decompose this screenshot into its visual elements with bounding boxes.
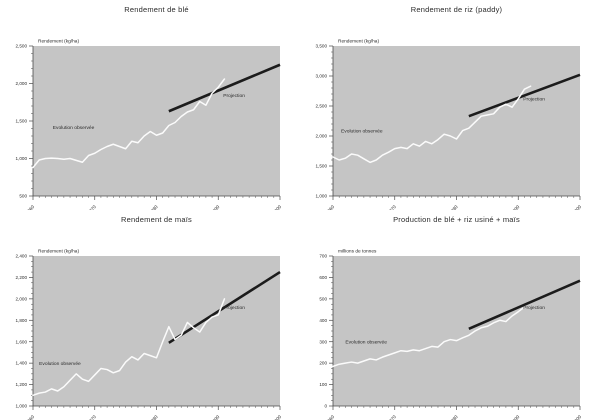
chart-cell-total-production: Production de blé + riz usiné + maïs 0 10…	[300, 210, 600, 420]
y-axis-title: millions de tonnes	[338, 249, 377, 255]
x-axis-tick-label: 1980	[148, 204, 159, 210]
y-axis-tick-label: 2,000	[16, 81, 28, 86]
y-axis-tick-label: 500	[319, 296, 327, 301]
y-axis-tick-label: 1,500	[316, 164, 328, 169]
y-axis-tick-label: 500	[19, 194, 27, 199]
x-axis-tick-label: 1960	[325, 204, 336, 210]
y-axis-tick-label: 1,800	[16, 318, 28, 323]
x-axis-tick-label: 1970	[86, 414, 97, 420]
series-annotation-label: Evolution observée	[341, 128, 383, 134]
y-axis-tick-label: 1,000	[316, 194, 328, 199]
y-axis-tick-label: 2,400	[16, 254, 28, 259]
projection-line	[168, 63, 281, 113]
y-axis-tick-label: 400	[319, 318, 327, 323]
x-axis-tick-label: 2000	[572, 414, 583, 420]
observed-line	[332, 85, 532, 164]
plot-area-background	[333, 256, 580, 406]
observed-line	[332, 306, 526, 368]
series-annotation-label: Projection	[523, 305, 545, 311]
x-axis-tick-label: 1980	[448, 414, 459, 420]
y-axis-tick-label: 3,500	[316, 44, 328, 49]
chart-cell-rice-yield: Rendement de riz (paddy) 1,000 1,500 2,000…	[300, 0, 600, 210]
y-axis-tick-label: 2,500	[316, 104, 328, 109]
y-axis-tick-label: 1,500	[16, 119, 28, 124]
chart-title-wheat-yield: Rendement de blé	[124, 5, 189, 14]
chart-title-rice-yield: Rendement de riz (paddy)	[410, 5, 503, 14]
series-annotation-label: Projection	[223, 305, 245, 311]
y-axis-tick-label: 1,600	[16, 339, 28, 344]
x-axis-tick-label: 1960	[25, 204, 36, 210]
chart-cell-wheat-yield: Rendement de blé 500 1,000 1,500 2,000 2,500…	[0, 0, 300, 210]
projection-line	[168, 270, 281, 344]
y-axis-tick-label: 200	[319, 361, 327, 366]
plot-area-background	[333, 46, 580, 196]
y-axis-title: Rendement (kg/ha)	[38, 249, 79, 255]
y-axis-tick-label: 1,200	[16, 382, 28, 387]
y-axis-title: Rendement (kg/ha)	[338, 39, 379, 45]
series-annotation-label: Evolution observée	[39, 361, 81, 367]
series-annotation-label: Projection	[223, 93, 245, 99]
x-axis-tick-label: 1990	[510, 414, 521, 420]
y-axis-tick-label: 700	[319, 254, 327, 259]
chart-title-maize-yield: Rendement de maïs	[121, 215, 192, 224]
chart-plot-maize-yield: 1,000 1,200 1,400 1,600 1,800 2,000 2,200 2,400…	[16, 249, 283, 420]
x-axis-tick-label: 1970	[386, 414, 397, 420]
chart-plot-rice-yield: 1,000 1,500 2,000 2,500 3,000 3,500 1960 1970 19…	[316, 39, 583, 211]
y-axis-tick-label: 1,000	[16, 404, 28, 409]
y-axis-tick-label: 2,500	[16, 44, 28, 49]
series-annotation-label: Evolution observée	[345, 339, 387, 345]
x-axis-tick-label: 2000	[272, 414, 283, 420]
chart-plot-total-production: 0 100 200 300 400 500 600 700 1960 1970 1980 1990 20…	[319, 249, 583, 420]
y-axis-tick-label: 1,400	[16, 361, 28, 366]
x-axis-tick-label: 1970	[386, 204, 397, 210]
x-axis-tick-label: 1990	[210, 414, 221, 420]
y-axis-tick-label: 600	[319, 275, 327, 280]
plot-area-background	[33, 256, 280, 406]
chart-plot-wheat-yield: 500 1,000 1,500 2,000 2,500 1960 1970 1980 1990 2…	[16, 39, 283, 211]
y-axis-title: Rendement (kg/ha)	[38, 39, 79, 45]
y-axis-tick-label: 100	[319, 382, 327, 387]
y-axis-tick-label: 2,200	[16, 275, 28, 280]
x-axis-tick-label: 2000	[572, 204, 583, 210]
plot-area-background	[33, 46, 280, 196]
x-axis-tick-label: 1990	[210, 204, 221, 210]
x-axis-tick-label: 2000	[272, 204, 283, 210]
x-axis-tick-label: 1960	[325, 414, 336, 420]
series-annotation-label: Projection	[523, 97, 545, 103]
observed-line	[32, 298, 226, 397]
y-axis-tick-label: 1,000	[16, 156, 28, 161]
x-axis-tick-label: 1980	[148, 414, 159, 420]
x-axis-tick-label: 1990	[510, 204, 521, 210]
y-axis-tick-label: 2,000	[16, 296, 28, 301]
projection-line	[468, 73, 581, 118]
y-axis-tick-label: 0	[324, 404, 327, 409]
y-axis-tick-label: 2,000	[316, 134, 328, 139]
y-axis-tick-label: 300	[319, 339, 327, 344]
projection-line	[468, 279, 581, 331]
y-axis-tick-label: 3,000	[316, 74, 328, 79]
chart-title-total-production: Production de blé + riz usiné + maïs	[393, 215, 520, 224]
series-annotation-label: Evolution observée	[53, 125, 95, 131]
x-axis-tick-label: 1970	[86, 204, 97, 210]
observed-line	[32, 78, 226, 169]
chart-cell-maize-yield: Rendement de maïs 1,000 1,200 1,400 1,600 1,…	[0, 210, 300, 420]
x-axis-tick-label: 1960	[25, 414, 36, 420]
x-axis-tick-label: 1980	[448, 204, 459, 210]
